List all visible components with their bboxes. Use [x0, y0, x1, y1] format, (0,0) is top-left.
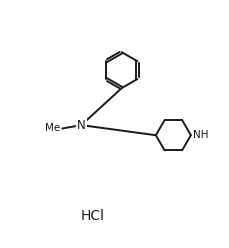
- Text: HCl: HCl: [80, 209, 104, 223]
- Text: NH: NH: [192, 130, 207, 140]
- Text: N: N: [77, 119, 85, 132]
- Text: Me: Me: [45, 124, 60, 133]
